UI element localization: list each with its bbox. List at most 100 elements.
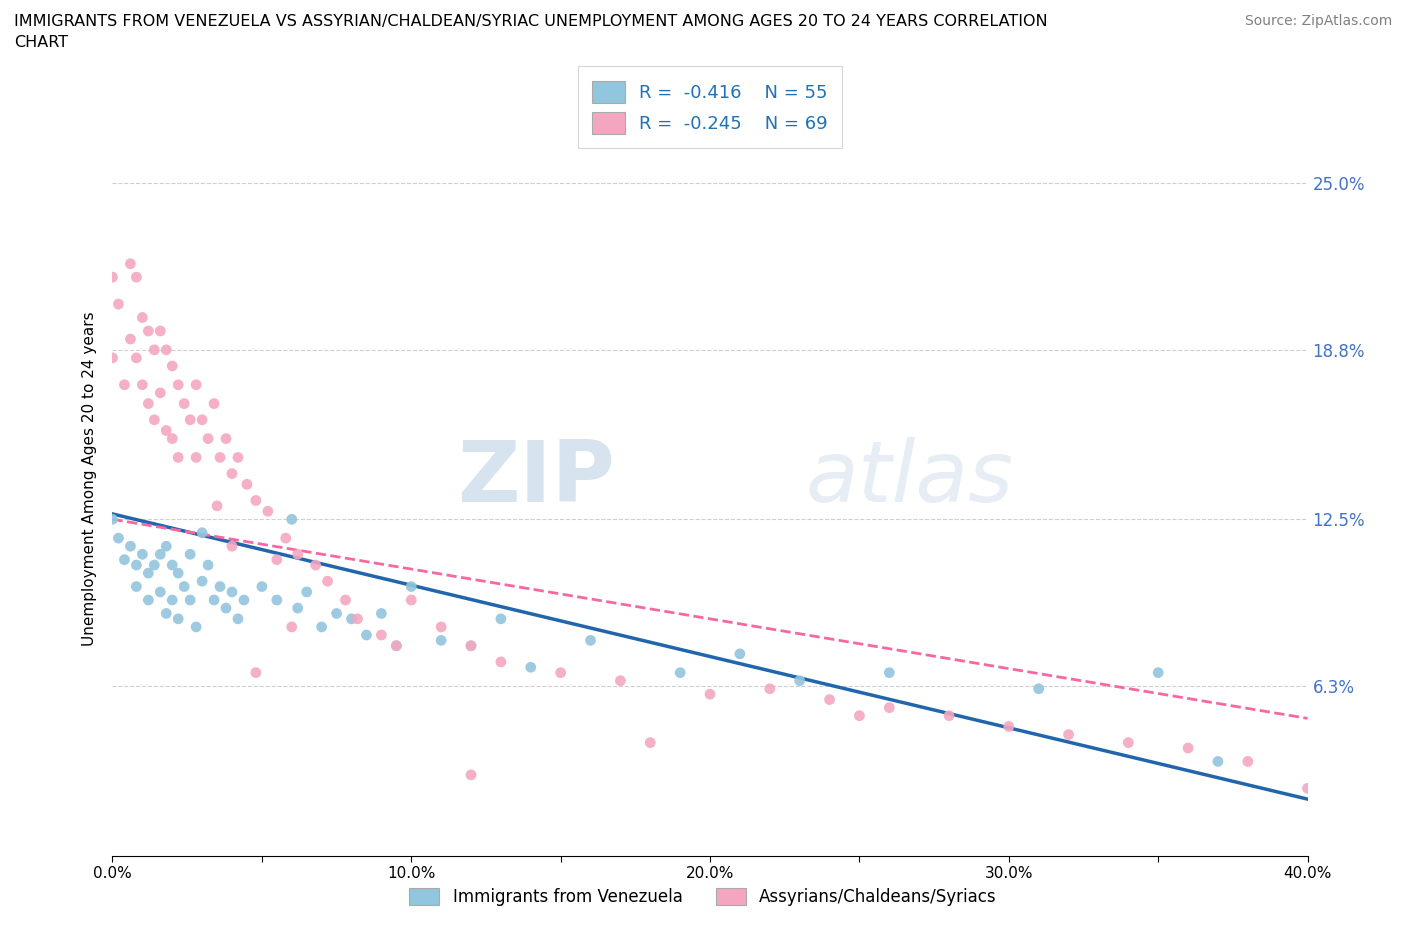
Point <box>131 378 153 392</box>
Point <box>346 611 368 626</box>
Point <box>155 423 177 438</box>
Point <box>101 351 124 365</box>
Point <box>191 574 214 589</box>
Point <box>609 673 631 688</box>
Point <box>236 477 259 492</box>
Point <box>197 558 219 573</box>
Point <box>938 709 960 724</box>
Point <box>789 673 811 688</box>
Point <box>101 512 124 526</box>
Point <box>669 665 692 680</box>
Point <box>316 574 339 589</box>
Point <box>1177 740 1199 755</box>
Point <box>550 665 572 680</box>
Point <box>114 378 135 392</box>
Point <box>107 531 129 546</box>
Point <box>202 396 225 411</box>
Point <box>489 655 512 670</box>
Point <box>281 512 304 526</box>
Point <box>226 611 249 626</box>
Point <box>579 633 602 648</box>
Point <box>266 592 288 607</box>
Point <box>149 324 172 339</box>
Text: atlas: atlas <box>806 437 1014 521</box>
Point <box>385 638 408 653</box>
Point <box>1028 682 1050 697</box>
Point <box>143 558 166 573</box>
Point <box>430 619 453 634</box>
Text: CHART: CHART <box>14 35 67 50</box>
Point <box>520 660 543 675</box>
Point <box>385 638 408 653</box>
Point <box>879 700 901 715</box>
Point <box>143 342 166 357</box>
Point <box>335 592 357 607</box>
Point <box>120 257 142 272</box>
Point <box>179 547 201 562</box>
Point <box>998 719 1021 734</box>
Point <box>191 525 214 540</box>
Point <box>101 270 124 285</box>
Point <box>202 592 225 607</box>
Point <box>226 450 249 465</box>
Point <box>430 633 453 648</box>
Point <box>125 270 148 285</box>
Point <box>460 638 482 653</box>
Point <box>274 531 297 546</box>
Point <box>205 498 228 513</box>
Point <box>257 504 280 519</box>
Point <box>131 310 153 325</box>
Point <box>120 332 142 347</box>
Point <box>266 552 288 567</box>
Point <box>179 592 201 607</box>
Point <box>233 592 256 607</box>
Point <box>305 558 328 573</box>
Point <box>215 601 238 616</box>
Text: Source: ZipAtlas.com: Source: ZipAtlas.com <box>1244 14 1392 28</box>
Y-axis label: Unemployment Among Ages 20 to 24 years: Unemployment Among Ages 20 to 24 years <box>82 312 97 646</box>
Point <box>311 619 333 634</box>
Point <box>1237 754 1260 769</box>
Point <box>125 351 148 365</box>
Text: IMMIGRANTS FROM VENEZUELA VS ASSYRIAN/CHALDEAN/SYRIAC UNEMPLOYMENT AMONG AGES 20: IMMIGRANTS FROM VENEZUELA VS ASSYRIAN/CH… <box>14 14 1047 29</box>
Point <box>173 396 195 411</box>
Point <box>155 342 177 357</box>
Point <box>173 579 195 594</box>
Point <box>245 665 267 680</box>
Point <box>149 585 172 600</box>
Point <box>138 565 160 580</box>
Point <box>759 682 782 697</box>
Point <box>162 558 183 573</box>
Point <box>401 592 423 607</box>
Point <box>287 601 309 616</box>
Point <box>460 767 482 782</box>
Point <box>281 619 304 634</box>
Point <box>186 378 208 392</box>
Point <box>155 538 177 553</box>
Point <box>179 412 201 427</box>
Point <box>699 686 721 701</box>
Point <box>149 385 172 400</box>
Point <box>221 466 243 481</box>
Point <box>818 692 841 707</box>
Point <box>162 432 183 446</box>
Point <box>325 606 347 621</box>
Point <box>370 606 392 621</box>
Point <box>1057 727 1080 742</box>
Point <box>879 665 901 680</box>
Point <box>107 297 129 312</box>
Point <box>167 378 190 392</box>
Point <box>131 547 153 562</box>
Point <box>489 611 512 626</box>
Point <box>191 412 214 427</box>
Point <box>167 450 190 465</box>
Point <box>186 619 208 634</box>
Point <box>245 493 267 508</box>
Legend: Immigrants from Venezuela, Assyrians/Chaldeans/Syriacs: Immigrants from Venezuela, Assyrians/Cha… <box>402 881 1004 912</box>
Point <box>728 646 751 661</box>
Point <box>295 585 318 600</box>
Point <box>125 558 148 573</box>
Point <box>356 628 378 643</box>
Point <box>460 638 482 653</box>
Legend: R =  -0.416    N = 55, R =  -0.245    N = 69: R = -0.416 N = 55, R = -0.245 N = 69 <box>578 66 842 148</box>
